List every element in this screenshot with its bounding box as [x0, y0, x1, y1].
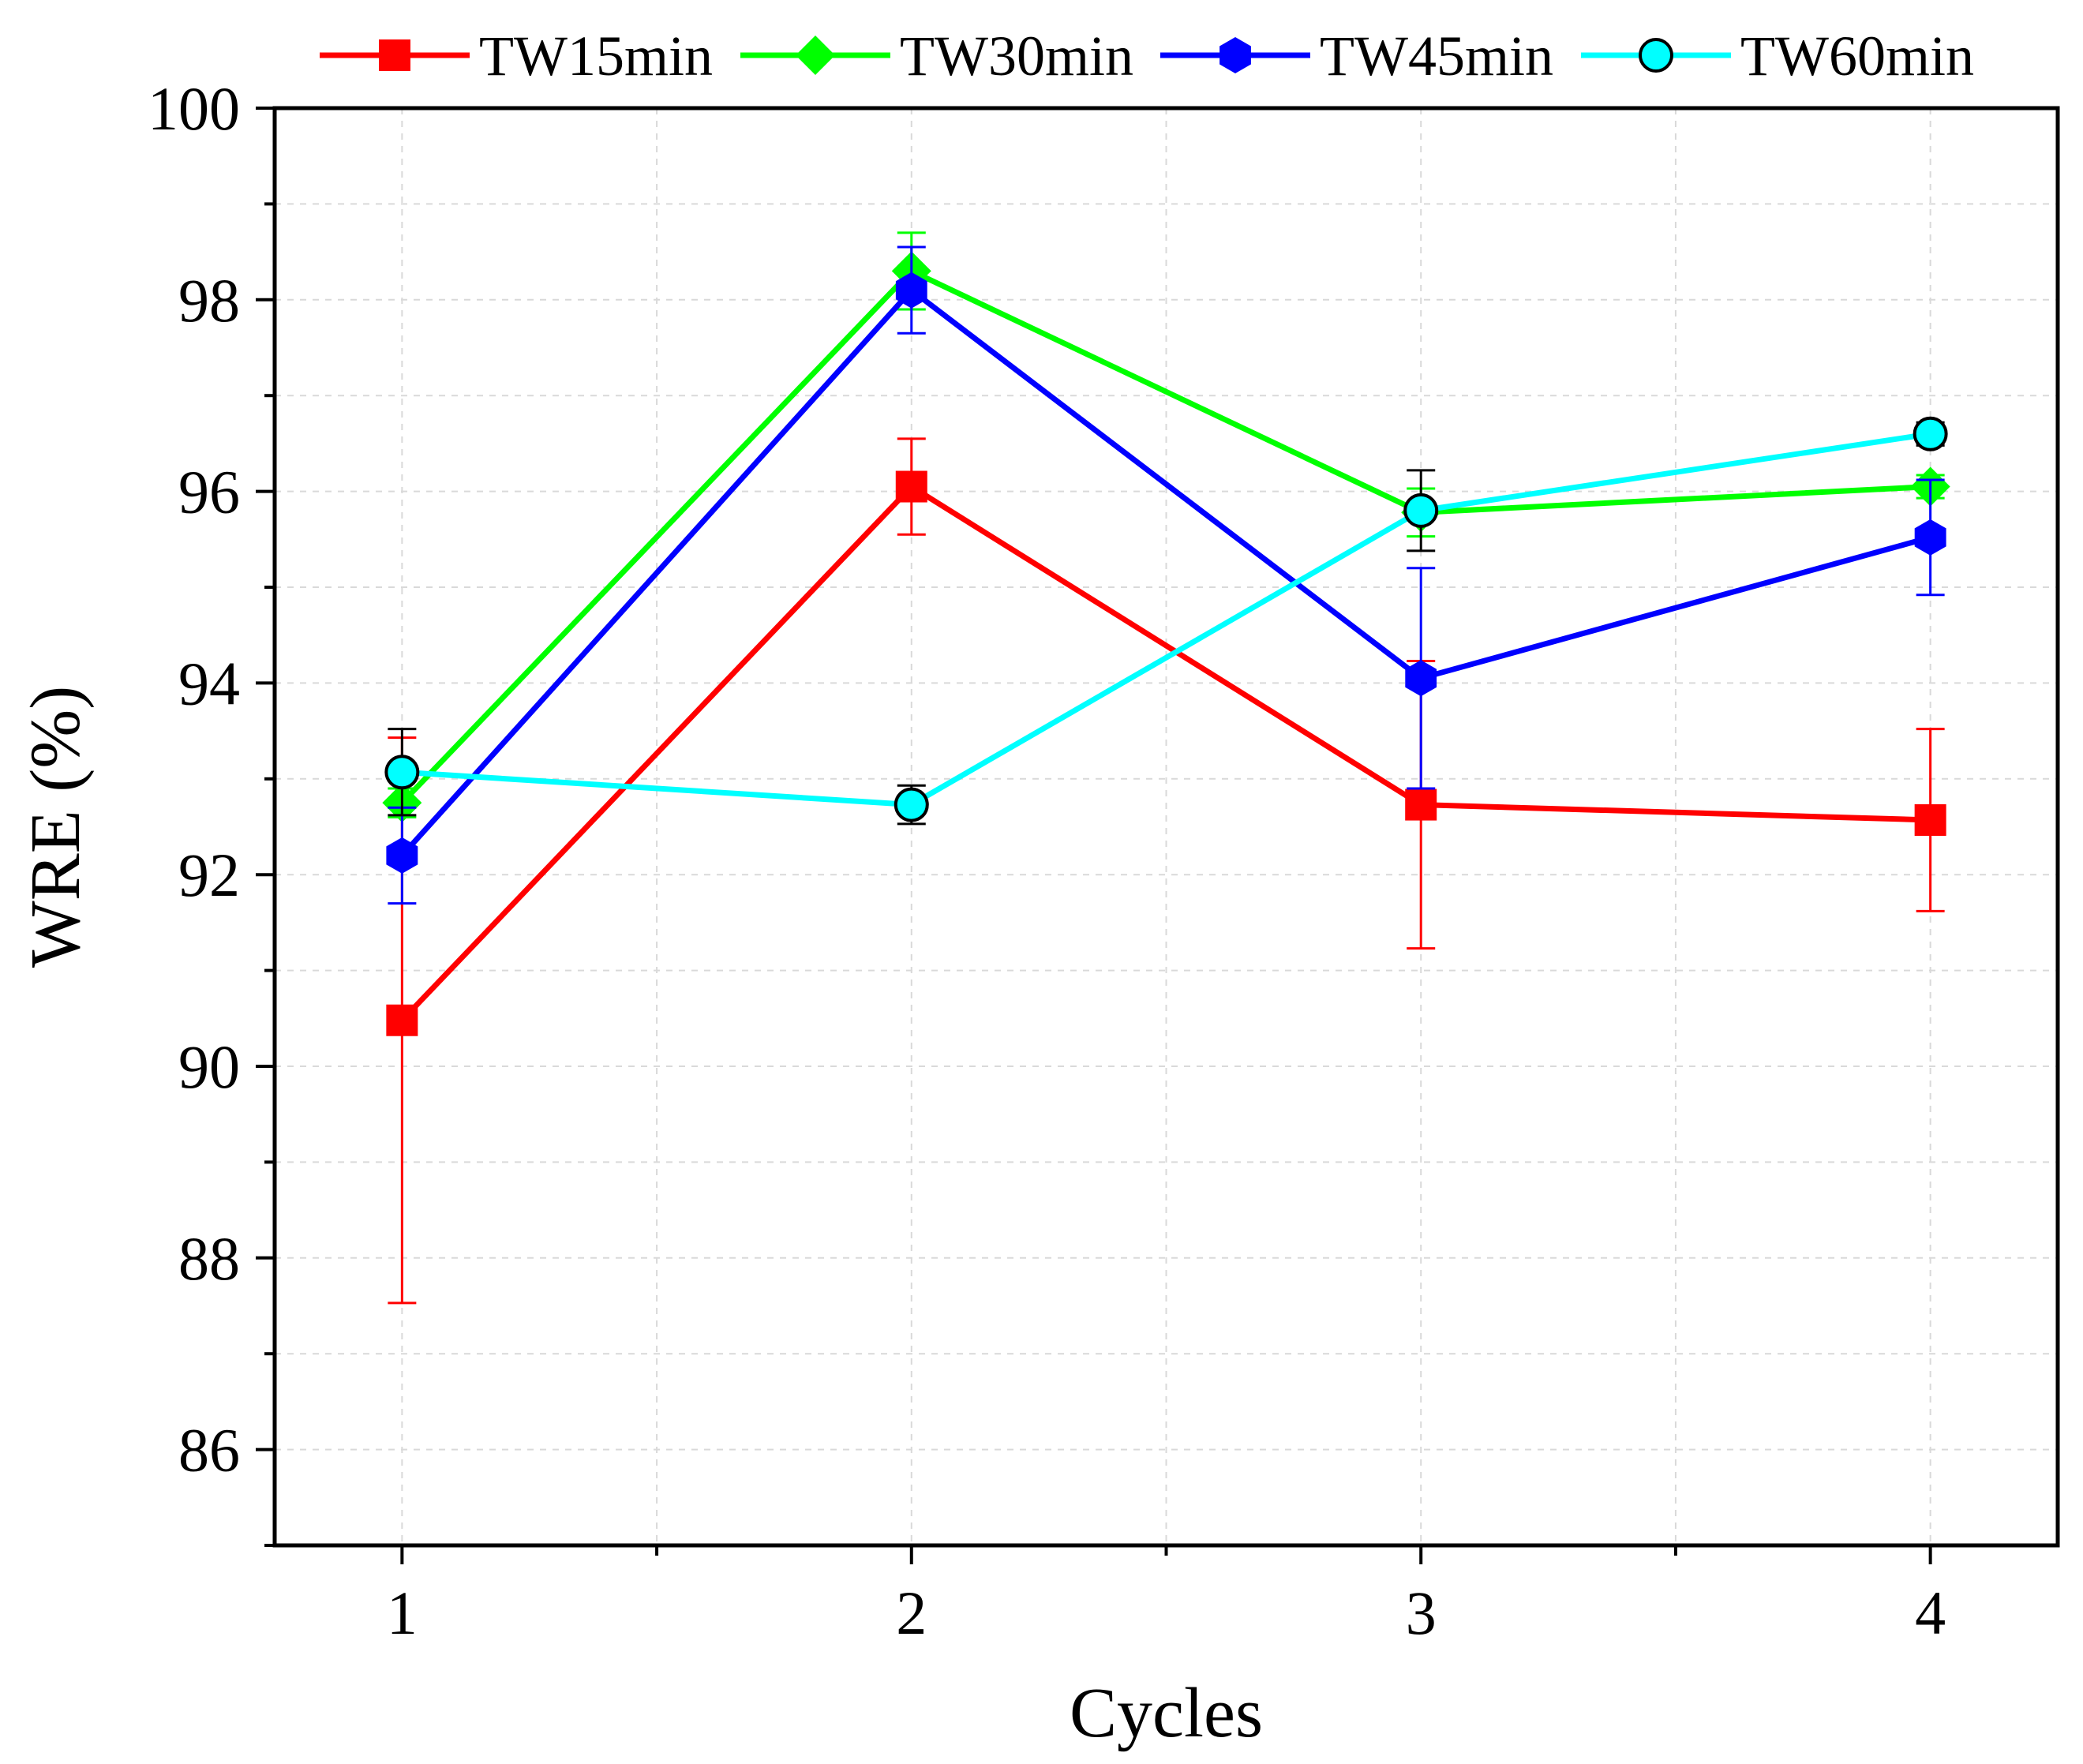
data-point — [895, 470, 927, 503]
x-tick-label: 4 — [1915, 1579, 1946, 1647]
legend-label: TW60min — [1740, 24, 1974, 88]
x-tick-label: 3 — [1406, 1579, 1437, 1647]
data-point — [386, 837, 418, 874]
legend-entry-tw45min: TW45min — [1160, 24, 1553, 88]
legend-entry-tw15min: TW15min — [320, 24, 713, 88]
y-axis-title: WRE (%) — [17, 686, 95, 968]
series-line — [399, 268, 1931, 805]
x-tick-label: 2 — [896, 1579, 927, 1647]
series-tw15min — [386, 437, 1946, 1305]
data-point — [1403, 492, 1439, 528]
data-point — [1914, 519, 1946, 556]
data-series — [382, 231, 1950, 1305]
y-tick-label: 94 — [178, 649, 240, 717]
y-tick-label: 86 — [178, 1416, 240, 1485]
legend-label: TW30min — [900, 24, 1133, 88]
y-tick-label: 92 — [178, 841, 240, 909]
data-point — [1913, 416, 1948, 451]
series-line — [399, 286, 1931, 858]
legend-label: TW15min — [479, 24, 713, 88]
y-tick-label: 96 — [178, 458, 240, 526]
data-point — [1914, 804, 1946, 837]
legend-marker — [379, 39, 410, 71]
series-line — [402, 431, 1931, 808]
y-tick-label: 100 — [148, 74, 240, 143]
grid-lines — [275, 108, 2058, 1546]
legend-marker — [796, 36, 835, 75]
data-point — [895, 272, 927, 309]
series-tw60min — [384, 416, 1948, 826]
data-point — [1405, 660, 1437, 697]
x-axis-title: Cycles — [1070, 1674, 1263, 1752]
legend-marker — [1639, 38, 1673, 73]
data-point — [386, 1004, 418, 1036]
legend: TW15min TW30min TW45min TW60min — [320, 24, 1974, 88]
data-point — [894, 787, 929, 822]
x-tick-label: 1 — [387, 1579, 418, 1647]
data-point — [384, 755, 420, 790]
axes: 86 88 90 92 94 96 98 100 1 2 3 4 — [148, 74, 2060, 1647]
series-line — [399, 483, 1931, 1023]
series-tw45min — [386, 245, 1946, 905]
legend-label: TW45min — [1320, 24, 1553, 88]
legend-marker — [1219, 37, 1251, 73]
legend-entry-tw60min: TW60min — [1581, 24, 1974, 88]
data-point — [1405, 788, 1437, 821]
y-tick-label: 98 — [178, 266, 240, 335]
legend-entry-tw30min: TW30min — [740, 24, 1133, 88]
y-tick-label: 90 — [178, 1032, 240, 1101]
y-tick-label: 88 — [178, 1224, 240, 1293]
